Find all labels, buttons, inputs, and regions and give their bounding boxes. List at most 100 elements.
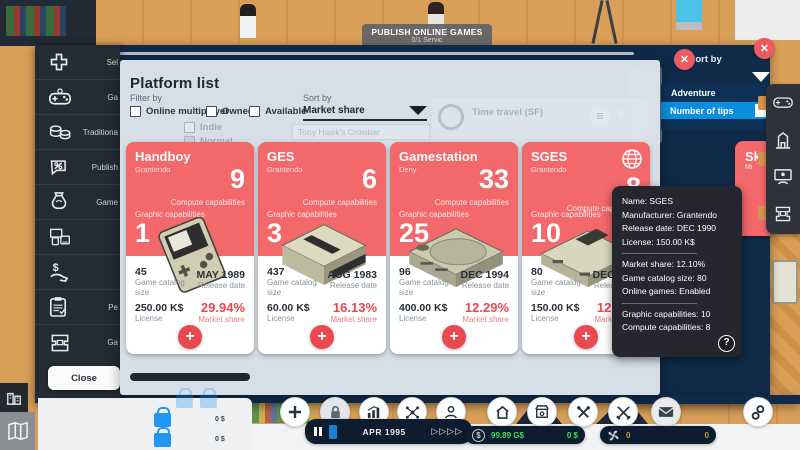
right-toolbar-games[interactable] — [766, 84, 800, 121]
map-button[interactable] — [0, 412, 35, 450]
help-icon[interactable]: ? — [718, 334, 735, 352]
sort-dropdown-value: Market share — [303, 105, 365, 116]
close-icon[interactable]: ✕ — [674, 49, 695, 70]
sidebar-item-label: Ga — [107, 338, 118, 347]
right-toolbar-presentation[interactable] — [766, 158, 800, 195]
add-platform-button[interactable]: + — [442, 325, 466, 349]
sidebar-item-arcade[interactable]: Ga — [35, 325, 120, 360]
battle-button[interactable] — [608, 397, 638, 427]
sidebar-item-games[interactable]: Ga — [35, 80, 120, 115]
handheld-console-icon — [158, 216, 226, 293]
close-button[interactable]: Close — [48, 366, 120, 390]
arcade-icon — [51, 334, 69, 351]
sort-group-adventure[interactable]: Adventure — [671, 88, 716, 98]
arcade-icon — [775, 206, 791, 221]
outer-sort-by-label: Sort by — [689, 54, 722, 65]
coins-icon — [49, 125, 71, 140]
license-value: 250.00 K$ — [135, 302, 184, 314]
tooltip-line: License: 150.00 K$ — [622, 236, 695, 247]
add-platform-button[interactable]: + — [310, 325, 334, 349]
tooltip-line: Compute capabilities: 8 — [622, 322, 711, 332]
horizontal-scrollbar[interactable] — [130, 373, 250, 381]
checkbox-available[interactable] — [249, 106, 260, 117]
mail-button[interactable] — [651, 397, 681, 427]
right-toolbar-studio[interactable] — [766, 121, 800, 158]
compute-label: Compute capabilities — [170, 198, 245, 207]
catalog-value: 80 — [531, 266, 543, 278]
sidebar-item-reports[interactable]: Pe — [35, 290, 120, 325]
ghost-indie-filter: Indie — [184, 122, 222, 133]
checkbox-online-multiplayer[interactable] — [130, 106, 141, 117]
release-value: DEC 1994 — [460, 269, 509, 281]
filter-owned[interactable]: Owned — [206, 106, 254, 117]
tripod-decor — [591, 0, 604, 44]
tooltip-line: Manufacturer: Grantendo — [622, 209, 717, 220]
sort-option-label: Number of tips — [670, 105, 734, 116]
sidebar-item-label: Publish — [91, 162, 118, 172]
graphic-label: Graphic capabilities — [399, 210, 469, 219]
checkbox-owned[interactable] — [206, 106, 217, 117]
shop-button[interactable] — [527, 397, 557, 427]
lock-toggle[interactable] — [154, 427, 171, 447]
share-value: 12.29% — [464, 300, 509, 315]
chevron-down-icon — [409, 106, 427, 115]
fans-icon — [608, 430, 619, 440]
sidebar-item-platforms[interactable] — [35, 220, 120, 255]
add-button[interactable] — [280, 397, 310, 427]
buildings-button[interactable] — [0, 383, 28, 412]
add-platform-button[interactable]: + — [178, 325, 202, 349]
sidebar-item-traditional[interactable]: Traditiona — [35, 115, 120, 150]
share-label: Market share — [462, 315, 509, 324]
network-icon — [405, 405, 419, 419]
share-value: 29.94% — [200, 300, 245, 315]
lock-amount: 0 $ — [215, 416, 225, 423]
building-icon — [775, 131, 791, 149]
cube-console-icon — [281, 224, 367, 286]
lock-toggle[interactable] — [154, 407, 171, 427]
home-button[interactable] — [487, 397, 517, 427]
filter-by-label: Filter by — [130, 93, 163, 103]
ghost-label: Indie — [200, 122, 223, 133]
release-label: Release date — [329, 281, 377, 290]
dialog-edge — [635, 395, 800, 404]
pause-button[interactable] — [314, 427, 322, 436]
settings-button[interactable] — [743, 397, 773, 427]
sidebar: Sel Ga Traditiona Publish Game $ Pe — [35, 45, 120, 403]
tooltip-divider — [622, 253, 697, 254]
release-value: MAY 1989 — [196, 269, 245, 281]
sidebar-item-select[interactable]: Sel — [35, 45, 120, 80]
tools-button[interactable] — [568, 397, 598, 427]
add-platform-button[interactable]: + — [574, 325, 598, 349]
sidebar-item-game-design[interactable]: Game — [35, 185, 120, 220]
map-icon — [7, 421, 28, 441]
graphic-label: Graphic capabilities — [531, 210, 601, 219]
speed-indicator — [329, 424, 337, 439]
crossed-swords-icon — [615, 405, 631, 420]
platform-manufacturer: Deny — [399, 165, 417, 174]
sidebar-item-publish[interactable]: Publish — [35, 150, 120, 185]
catalog-value: 96 — [399, 266, 411, 278]
sort-option-number-of-tips[interactable]: Number of tips — [661, 102, 768, 119]
office-scene — [0, 0, 800, 46]
checkbox-label: Online multiplayer — [146, 106, 229, 117]
ghost-checkbox — [184, 122, 195, 133]
fans-value: 0 — [626, 430, 631, 440]
sort-dropdown-arrow-icon[interactable] — [752, 72, 770, 82]
right-toolbar-arcade[interactable] — [766, 195, 800, 232]
close-icon[interactable]: ✕ — [754, 38, 775, 59]
online-games-globe-icon — [622, 149, 642, 169]
sidebar-item-finance[interactable]: $ — [35, 255, 120, 290]
hammer-wrench-icon — [576, 405, 590, 418]
filter-online-multiplayer[interactable]: Online multiplayer — [130, 106, 229, 117]
platform-manufacturer: Grantendo — [267, 165, 303, 174]
home-icon — [495, 405, 509, 419]
release-value: AUG 1983 — [327, 269, 377, 281]
license-value: 400.00 K$ — [399, 302, 448, 314]
lock-amount: 0 $ — [215, 436, 225, 443]
filter-available[interactable]: Available — [249, 106, 306, 117]
graphic-value: 1 — [135, 218, 151, 248]
sort-dropdown[interactable]: Market share — [303, 105, 427, 121]
gamepad-icon — [773, 96, 793, 108]
fast-forward-button[interactable]: ▷▷▷▷ — [431, 426, 463, 436]
aquarium-decor — [676, 0, 702, 30]
